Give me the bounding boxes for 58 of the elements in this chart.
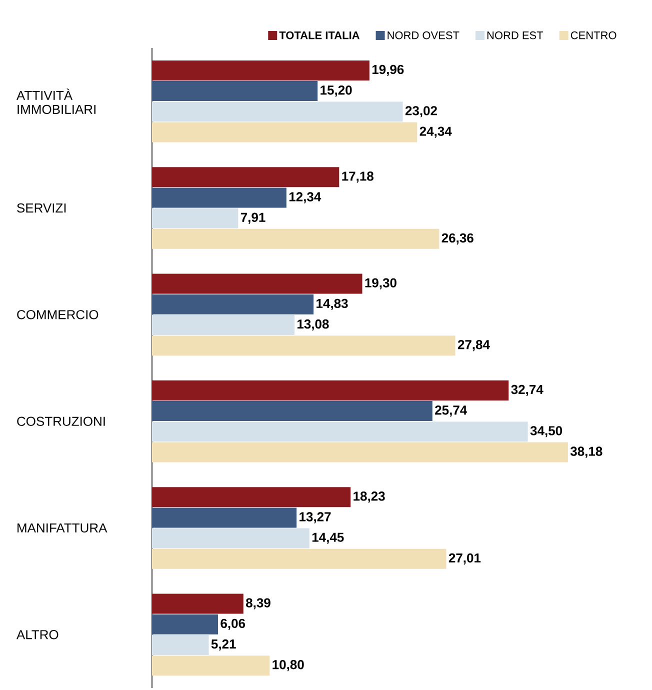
bar bbox=[152, 228, 440, 249]
bar bbox=[152, 422, 528, 442]
bar bbox=[152, 548, 446, 569]
bar bbox=[152, 487, 351, 508]
data-label: 27,01 bbox=[448, 553, 481, 564]
data-label: 5,21 bbox=[211, 639, 236, 651]
bar bbox=[152, 442, 568, 462]
y-tick-label: COSTRUZIONI bbox=[17, 416, 105, 426]
bar bbox=[152, 614, 218, 634]
y-tick-label: SERVIZI bbox=[17, 203, 66, 213]
bar bbox=[152, 656, 270, 676]
bar bbox=[152, 380, 509, 400]
data-label: 13,08 bbox=[298, 319, 329, 331]
y-tick-label: ALTRO bbox=[16, 630, 58, 640]
bar bbox=[152, 336, 456, 356]
data-label: 19,96 bbox=[372, 64, 404, 76]
data-label: 38,18 bbox=[570, 446, 602, 458]
bar bbox=[152, 594, 244, 614]
bar bbox=[152, 102, 403, 122]
bar bbox=[152, 81, 318, 102]
legend-label: NORD OVEST bbox=[388, 31, 460, 40]
bar bbox=[152, 528, 310, 548]
bar bbox=[152, 122, 418, 142]
bar bbox=[152, 208, 238, 228]
data-label: 7,91 bbox=[240, 212, 266, 224]
y-tick-label: ATTIVITÀ IMMOBILIARI bbox=[16, 88, 96, 114]
data-label: 18,23 bbox=[354, 492, 385, 503]
data-label: 17,18 bbox=[342, 172, 374, 183]
data-label: 15,20 bbox=[320, 85, 352, 97]
data-label: 10,80 bbox=[272, 660, 304, 672]
data-label: 32,74 bbox=[511, 384, 544, 396]
legend-label: NORD EST bbox=[487, 31, 544, 40]
legend-label: TOTALE ITALIA bbox=[279, 31, 360, 40]
data-label: 8,39 bbox=[246, 598, 270, 610]
data-label: 34,50 bbox=[530, 426, 562, 438]
data-label: 19,30 bbox=[365, 278, 396, 290]
data-label: 23,02 bbox=[405, 106, 437, 118]
data-label: 27,84 bbox=[458, 340, 490, 352]
bar bbox=[152, 634, 209, 655]
y-tick-label: MANIFATTURA bbox=[18, 523, 108, 533]
bar bbox=[152, 508, 297, 528]
bar bbox=[152, 401, 432, 422]
bar bbox=[152, 294, 314, 314]
y-tick-label: COMMERCIO bbox=[17, 310, 98, 320]
data-label: 24,34 bbox=[420, 126, 452, 138]
data-label: 12,34 bbox=[289, 192, 322, 204]
legend-label: CENTRO bbox=[570, 31, 616, 40]
bar bbox=[152, 274, 362, 294]
data-label: 13,27 bbox=[300, 512, 331, 524]
data-label: 25,74 bbox=[435, 405, 468, 417]
data-label: 26,36 bbox=[442, 233, 474, 244]
bar bbox=[152, 167, 340, 188]
bar bbox=[152, 314, 294, 335]
bar bbox=[152, 60, 370, 80]
data-label: 14,45 bbox=[312, 532, 344, 544]
bar bbox=[152, 188, 286, 208]
data-label: 14,83 bbox=[316, 298, 348, 310]
data-label: 6,06 bbox=[220, 618, 246, 630]
